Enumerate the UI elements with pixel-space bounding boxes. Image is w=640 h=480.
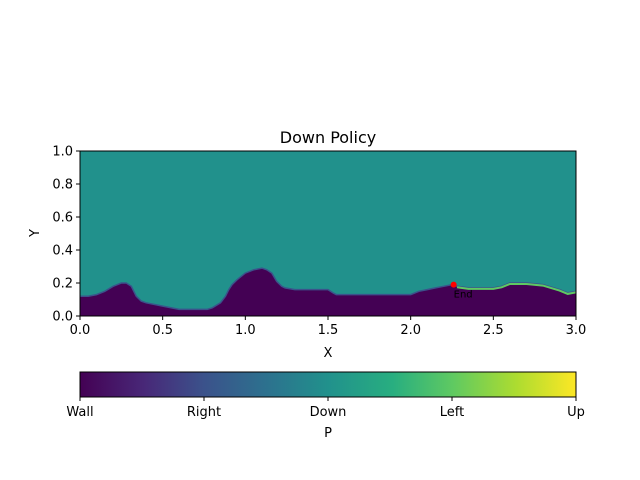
y-tick-label: 0.8 <box>52 178 73 193</box>
y-tick-label: 0.6 <box>52 211 73 226</box>
chart-title: Down Policy <box>280 128 376 147</box>
x-axis-label: X <box>324 346 333 361</box>
left-policy-edge <box>456 283 576 295</box>
x-tick-label: 2.0 <box>400 323 421 338</box>
colorbar-label: P <box>324 426 332 441</box>
colorbar-tick-label: Down <box>310 405 347 420</box>
y-tick-label: 0.0 <box>52 310 73 325</box>
x-tick-label: 1.5 <box>318 323 339 338</box>
x-tick-label: 2.5 <box>483 323 504 338</box>
x-tick-label: 0.5 <box>152 323 173 338</box>
x-tick-label: 3.0 <box>566 323 587 338</box>
colorbar-tick-label: Up <box>567 405 585 420</box>
colorbar-tick-label: Left <box>440 405 464 420</box>
y-tick-label: 1.0 <box>52 145 73 160</box>
end-marker <box>450 281 457 288</box>
colorbar <box>79 371 577 398</box>
y-tick-label: 0.4 <box>52 244 73 259</box>
colorbar-tick-label: Wall <box>66 405 93 420</box>
x-tick-label: 1.0 <box>235 323 256 338</box>
x-axis-ticks: 0.0 0.5 1.0 1.5 2.0 2.5 3.0 <box>70 316 587 338</box>
colorbar-tick-label: Right <box>187 405 221 420</box>
y-axis-ticks: 0.0 0.2 0.4 0.6 0.8 1.0 <box>52 145 80 325</box>
y-tick-label: 0.2 <box>52 277 73 292</box>
colorbar-ticks: Wall Right Down Left Up <box>66 397 585 420</box>
x-tick-label: 0.0 <box>70 323 91 338</box>
wall-region <box>80 268 576 316</box>
end-label: End <box>454 290 473 301</box>
y-axis-label: Y <box>28 229 43 238</box>
